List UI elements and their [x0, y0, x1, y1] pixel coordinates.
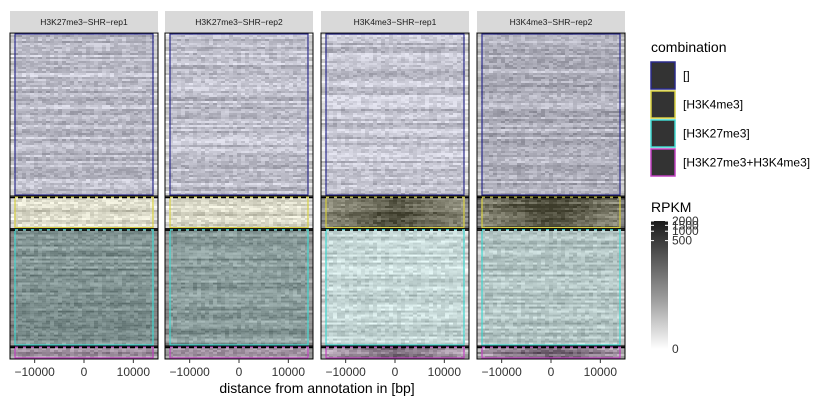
group-tint	[15, 345, 153, 359]
colorbar-tick-label: 0	[672, 342, 679, 356]
group-outline	[325, 33, 465, 196]
combination-legend: combination [] [H3K4me3] [H3K27me3] [H3K27m…	[650, 39, 810, 177]
legend-label: [H3K4me3]	[683, 98, 743, 112]
legend-item: [H3K4me3]	[650, 90, 743, 119]
x-tick-label: −10000	[14, 365, 55, 379]
x-tick-label: 0	[236, 365, 243, 379]
facet-strip	[10, 11, 158, 32]
facet-strip-label: H3K4me3−SHR−rep1	[354, 17, 437, 27]
legend-label: []	[683, 69, 690, 83]
x-tick-label: −10000	[169, 365, 210, 379]
legend-label: [H3K27me3]	[683, 127, 750, 141]
group-tint	[326, 228, 464, 346]
facet-panel: H3K4me3−SHR−rep1 −10000 0 10000	[320, 11, 470, 379]
group-tint	[326, 33, 464, 196]
x-tick-label: 0	[81, 365, 88, 379]
group-tint	[326, 196, 464, 229]
x-tick-label: −10000	[325, 365, 366, 379]
colorbar-tick-label: 2000	[672, 214, 699, 228]
group-tint	[482, 196, 620, 229]
colorbar-tick-label: 500	[672, 234, 692, 248]
facet-strip-label: H3K27me3−SHR−rep1	[40, 17, 128, 27]
legend-key	[650, 90, 676, 119]
group-tint	[482, 228, 620, 346]
group-outline	[481, 33, 621, 196]
group-tint	[170, 33, 308, 196]
legend-key	[650, 119, 676, 148]
colorbar-gradient	[651, 221, 668, 349]
legend-label: [H3K27me3+H3K4me3]	[683, 156, 810, 170]
group-tint	[482, 33, 620, 196]
facet-panels: H3K27me3−SHR−rep1−10000 0 10000H3K27me3−SH…	[9, 11, 626, 379]
facet-strip-label: H3K27me3−SHR−rep2	[195, 17, 283, 27]
group-tint	[170, 345, 308, 359]
x-tick-label: 10000	[428, 365, 462, 379]
group-tint	[170, 228, 308, 346]
colorbar-title: RPKM	[651, 199, 691, 215]
legend-title: combination	[651, 39, 727, 55]
group-outline	[169, 33, 309, 196]
facet-strip-label: H3K4me3−SHR−rep2	[510, 17, 593, 27]
facet-panel: H3K27me3−SHR−rep1 −10000 0 10000	[9, 11, 159, 379]
legend-item: [H3K27me3+H3K4me3]	[650, 148, 810, 177]
x-tick-label: 10000	[272, 365, 306, 379]
legend-key	[650, 61, 676, 90]
x-axis-title: distance from annotation in [bp]	[219, 380, 414, 396]
x-tick-label: 0	[392, 365, 399, 379]
colorbar-tick-label: 1000	[672, 224, 699, 238]
facet-panel: H3K27me3−SHR−rep2 −10000 0 10000	[164, 11, 314, 379]
facet-panel: H3K4me3−SHR−rep2 −10000 0 10000	[476, 11, 626, 379]
x-tick-label: 10000	[584, 365, 618, 379]
group-tint	[15, 196, 153, 229]
group-tint	[170, 196, 308, 229]
group-outline	[14, 33, 154, 196]
x-tick-label: 10000	[117, 365, 151, 379]
group-tint	[326, 345, 464, 359]
x-tick-label: 0	[548, 365, 555, 379]
legend-key	[650, 148, 676, 177]
group-tint	[15, 228, 153, 346]
group-tint	[482, 345, 620, 359]
legend-item: [H3K27me3]	[650, 119, 750, 148]
facet-strip	[477, 11, 625, 32]
group-tint	[15, 33, 153, 196]
facet-strip	[165, 11, 313, 32]
facet-strip	[321, 11, 469, 32]
legend-item: []	[650, 61, 690, 90]
colorbar-tick-label: 1500	[672, 218, 699, 232]
x-tick-label: −10000	[481, 365, 522, 379]
